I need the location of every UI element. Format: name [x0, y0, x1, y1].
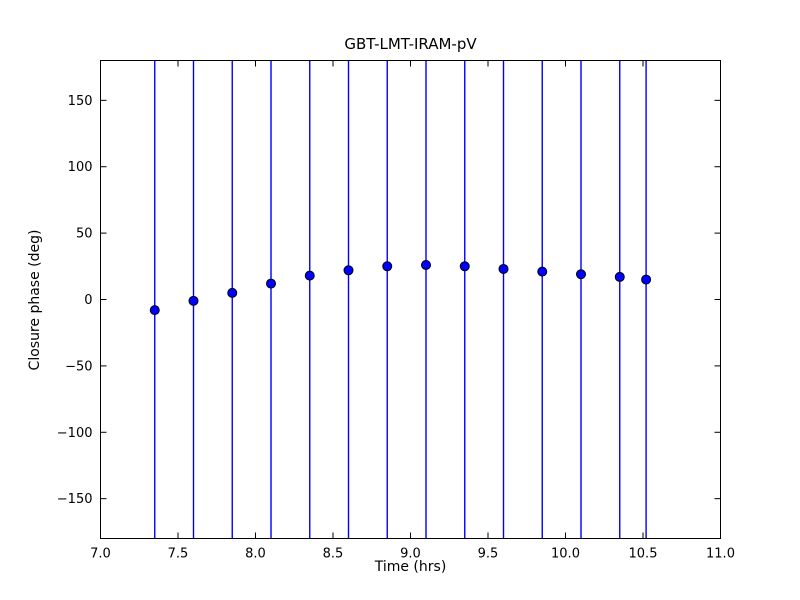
x-tick-label: 8.0 [245, 547, 266, 562]
y-tick-label: 0 [84, 293, 92, 308]
data-point [188, 295, 199, 306]
data-point [266, 278, 276, 289]
data-point [227, 287, 238, 298]
x-tick-label: 9.0 [400, 547, 421, 562]
tick-labels-group: 7.0 7.5 8.0 8.5 9.0 9.5 10.0 10.5 11.0 −150 −100 −5… [57, 94, 735, 562]
data-point [304, 270, 315, 281]
data-point [641, 274, 652, 285]
data-point [614, 271, 625, 282]
y-tick-label: 100 [68, 160, 93, 175]
data-point [576, 269, 586, 280]
x-tick-label: 7.0 [90, 547, 111, 562]
y-tick-label: 50 [76, 227, 93, 242]
data-point [382, 261, 393, 272]
x-tick-label: 10.5 [629, 547, 658, 562]
data-point [537, 266, 548, 277]
x-tick-label: 7.5 [168, 547, 189, 562]
data-point [343, 265, 354, 276]
chart-title: GBT-LMT-IRAM-pV [344, 35, 477, 53]
x-tick-label: 8.5 [323, 547, 344, 562]
y-tick-label: −50 [65, 359, 92, 374]
data-point [149, 305, 160, 316]
data-point [498, 263, 509, 274]
data-point [459, 261, 470, 272]
y-tick-label: 150 [68, 94, 93, 109]
y-tick-label: −150 [57, 492, 93, 507]
data-points-group [149, 259, 652, 316]
x-axis-label: Time (hrs) [374, 559, 447, 575]
x-tick-label: 10.0 [551, 547, 580, 562]
data-point [421, 259, 431, 270]
y-tick-label: −100 [57, 426, 93, 441]
x-tick-label: 11.0 [706, 547, 735, 562]
axis-ticks-group [100, 60, 721, 539]
x-tick-label: 9.5 [478, 547, 499, 562]
error-bars-group [154, 60, 647, 539]
